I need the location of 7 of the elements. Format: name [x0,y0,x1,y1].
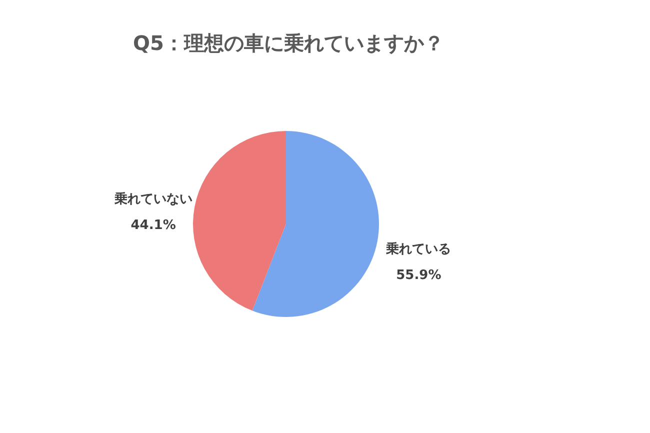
slice-label: 乗れていない [113,191,192,208]
pie-slice [252,131,379,317]
pie-slice [193,131,286,311]
data-label: 55.9% [396,268,442,283]
chart-title: Q5：理想の車に乗れていますか？ [133,31,444,55]
slice-label: 乗れている [385,240,452,257]
data-label: 44.1% [130,218,176,234]
